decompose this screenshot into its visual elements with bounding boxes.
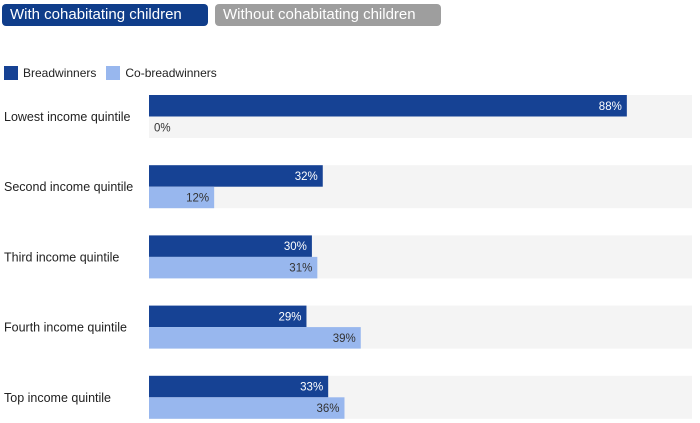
bar-co-breadwinners xyxy=(149,397,345,419)
category-label: Second income quintile xyxy=(4,180,133,194)
data-label-co-breadwinners: 36% xyxy=(316,403,339,415)
legend-swatch-breadwinners xyxy=(4,66,18,80)
tab-without-cohabitating-children[interactable]: Without cohabitating children xyxy=(215,4,441,26)
bar-breadwinners xyxy=(149,95,627,117)
data-label-co-breadwinners: 0% xyxy=(154,122,171,134)
category-label: Third income quintile xyxy=(4,250,119,264)
data-label-breadwinners: 33% xyxy=(300,382,323,394)
bar-breadwinners xyxy=(149,375,329,398)
legend-label-co-breadwinners: Co-breadwinners xyxy=(125,66,217,80)
data-label-breadwinners: 32% xyxy=(295,171,318,183)
data-label-breadwinners: 29% xyxy=(278,311,301,323)
tab-with-cohabitating-children[interactable]: With cohabitating children xyxy=(2,4,208,26)
category-label: Fourth income quintile xyxy=(4,321,127,335)
data-label-breadwinners: 88% xyxy=(599,101,622,113)
bar-co-breadwinners xyxy=(149,256,318,279)
category-label: Top income quintile xyxy=(4,391,111,405)
bar-breadwinners xyxy=(149,305,307,328)
data-label-breadwinners: 30% xyxy=(284,241,307,253)
category-label: Lowest income quintile xyxy=(4,110,131,124)
legend-label-breadwinners: Breadwinners xyxy=(23,66,97,80)
bar-breadwinners xyxy=(149,235,312,257)
data-label-co-breadwinners: 31% xyxy=(289,263,312,275)
bar-co-breadwinners xyxy=(149,327,361,349)
data-label-co-breadwinners: 39% xyxy=(333,333,356,345)
legend-swatch-co-breadwinners xyxy=(106,66,121,80)
bar-co-breadwinners xyxy=(149,186,215,209)
bar-breadwinners xyxy=(149,165,323,187)
data-label-co-breadwinners: 12% xyxy=(186,192,209,204)
chart-legend: Breadwinners Co-breadwinners xyxy=(4,66,227,80)
